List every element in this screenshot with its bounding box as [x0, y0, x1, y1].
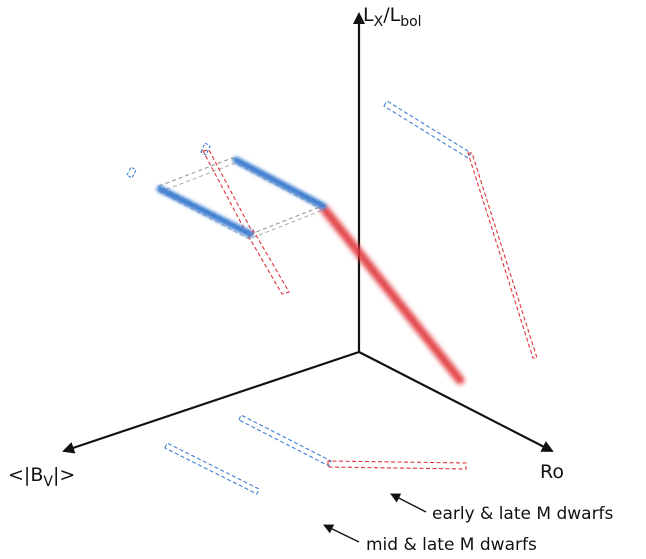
- right-axis: [358, 351, 554, 452]
- early-late-arrow: [390, 493, 427, 513]
- projection-blue-dashed: [383, 100, 472, 159]
- projection-xz-plane: [383, 100, 538, 359]
- lx-main: L: [363, 4, 374, 26]
- left-axis: [62, 350, 360, 454]
- projection-small-blue-top: [200, 142, 211, 156]
- right-axis-label: Ro: [540, 461, 564, 483]
- red-dashed-projections: [202, 149, 290, 295]
- mid-late-annotation: mid & late M dwarfs: [366, 535, 537, 555]
- bv-suffix: |>: [52, 464, 76, 486]
- projection-floor-plane: [164, 414, 467, 495]
- lx-sub: X: [373, 14, 384, 30]
- relation-segments: [156, 156, 465, 385]
- blue-lower-segment: [156, 185, 254, 238]
- lbol-sub: bol: [400, 14, 422, 30]
- bv-prefix: <|B: [8, 464, 44, 486]
- mid-late-arrow: [323, 524, 360, 543]
- red-dashed-box-lower: [245, 229, 290, 295]
- projection-yz-plane: [126, 142, 211, 179]
- floor-red-dashed: [327, 460, 467, 470]
- vertical-axis-label: LX/Lbol: [363, 4, 422, 30]
- red-dashed-box-upper: [202, 149, 255, 237]
- bv-sub: V: [43, 474, 53, 490]
- left-axis-label: <|BV|>: [8, 464, 76, 490]
- red-decay-segment: [320, 205, 465, 385]
- lbol-main: L: [389, 4, 401, 26]
- slash-text: /: [383, 4, 390, 26]
- projection-red-dashed: [467, 152, 538, 359]
- floor-blue-dashed-lower: [164, 442, 260, 495]
- early-late-annotation: early & late M dwarfs: [432, 504, 614, 524]
- projection-small-blue-left: [126, 166, 137, 179]
- floor-blue-dashed-upper: [238, 414, 332, 467]
- blue-upper-segment: [232, 156, 327, 210]
